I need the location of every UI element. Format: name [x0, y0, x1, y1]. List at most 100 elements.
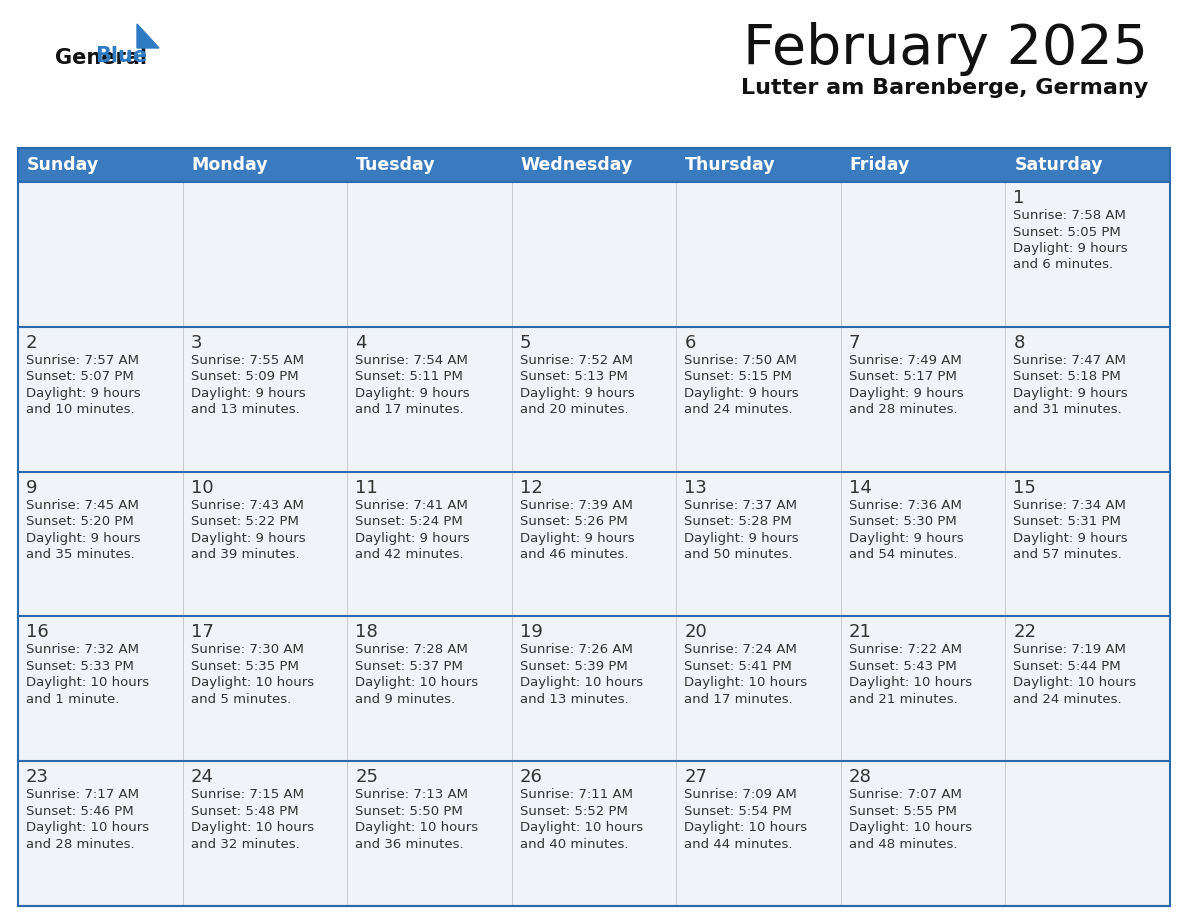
Text: Sunset: 5:50 PM: Sunset: 5:50 PM	[355, 805, 463, 818]
Text: Sunrise: 7:47 AM: Sunrise: 7:47 AM	[1013, 353, 1126, 367]
Text: Sunrise: 7:24 AM: Sunrise: 7:24 AM	[684, 644, 797, 656]
Text: Sunset: 5:35 PM: Sunset: 5:35 PM	[190, 660, 298, 673]
Text: 8: 8	[1013, 334, 1025, 352]
Text: Sunrise: 7:52 AM: Sunrise: 7:52 AM	[519, 353, 633, 367]
Bar	[183, 761, 347, 906]
Text: Sunset: 5:24 PM: Sunset: 5:24 PM	[355, 515, 463, 528]
Text: 9: 9	[26, 478, 38, 497]
Text: and 1 minute.: and 1 minute.	[26, 693, 119, 706]
Bar	[1005, 761, 1170, 906]
Bar	[1005, 472, 1170, 616]
Text: Daylight: 9 hours: Daylight: 9 hours	[849, 386, 963, 400]
Text: 15: 15	[1013, 478, 1036, 497]
Text: and 10 minutes.: and 10 minutes.	[26, 403, 134, 416]
Text: Monday: Monday	[191, 156, 268, 174]
Text: Sunrise: 7:37 AM: Sunrise: 7:37 AM	[684, 498, 797, 511]
Text: and 50 minutes.: and 50 minutes.	[684, 548, 792, 561]
Bar	[1005, 616, 1170, 761]
Text: Blue: Blue	[95, 46, 147, 66]
Text: 10: 10	[190, 478, 213, 497]
Text: 7: 7	[849, 334, 860, 352]
Text: Daylight: 9 hours: Daylight: 9 hours	[849, 532, 963, 544]
Text: Sunrise: 7:34 AM: Sunrise: 7:34 AM	[1013, 498, 1126, 511]
Text: Sunrise: 7:17 AM: Sunrise: 7:17 AM	[26, 789, 139, 801]
Text: Sunset: 5:55 PM: Sunset: 5:55 PM	[849, 805, 956, 818]
Text: 26: 26	[519, 768, 543, 786]
Text: Sunrise: 7:26 AM: Sunrise: 7:26 AM	[519, 644, 632, 656]
Text: and 32 minutes.: and 32 minutes.	[190, 838, 299, 851]
Text: Daylight: 9 hours: Daylight: 9 hours	[1013, 242, 1129, 255]
Bar	[183, 327, 347, 472]
Bar	[18, 327, 183, 472]
Text: and 57 minutes.: and 57 minutes.	[1013, 548, 1123, 561]
Text: and 24 minutes.: and 24 minutes.	[684, 403, 792, 416]
Bar	[512, 182, 676, 327]
Bar	[676, 616, 841, 761]
Bar	[676, 761, 841, 906]
Text: Sunrise: 7:32 AM: Sunrise: 7:32 AM	[26, 644, 139, 656]
Bar	[512, 761, 676, 906]
Text: Sunset: 5:33 PM: Sunset: 5:33 PM	[26, 660, 134, 673]
Bar	[676, 327, 841, 472]
Text: Sunset: 5:05 PM: Sunset: 5:05 PM	[1013, 226, 1121, 239]
Text: Sunset: 5:43 PM: Sunset: 5:43 PM	[849, 660, 956, 673]
Bar	[18, 148, 1170, 906]
Bar	[347, 761, 512, 906]
Text: and 31 minutes.: and 31 minutes.	[1013, 403, 1123, 416]
Text: and 42 minutes.: and 42 minutes.	[355, 548, 463, 561]
Text: and 13 minutes.: and 13 minutes.	[190, 403, 299, 416]
Bar	[347, 616, 512, 761]
Text: Sunrise: 7:49 AM: Sunrise: 7:49 AM	[849, 353, 961, 367]
Text: Sunrise: 7:36 AM: Sunrise: 7:36 AM	[849, 498, 962, 511]
Text: Sunset: 5:52 PM: Sunset: 5:52 PM	[519, 805, 627, 818]
Text: Sunrise: 7:50 AM: Sunrise: 7:50 AM	[684, 353, 797, 367]
Bar	[841, 761, 1005, 906]
Text: Sunrise: 7:43 AM: Sunrise: 7:43 AM	[190, 498, 303, 511]
Text: Daylight: 10 hours: Daylight: 10 hours	[26, 822, 150, 834]
Text: 20: 20	[684, 623, 707, 642]
Text: and 54 minutes.: and 54 minutes.	[849, 548, 958, 561]
Text: Sunrise: 7:41 AM: Sunrise: 7:41 AM	[355, 498, 468, 511]
Text: Daylight: 10 hours: Daylight: 10 hours	[849, 822, 972, 834]
Text: Daylight: 9 hours: Daylight: 9 hours	[519, 386, 634, 400]
Text: Daylight: 10 hours: Daylight: 10 hours	[849, 677, 972, 689]
Bar	[183, 472, 347, 616]
Text: 11: 11	[355, 478, 378, 497]
Text: and 44 minutes.: and 44 minutes.	[684, 838, 792, 851]
Text: and 35 minutes.: and 35 minutes.	[26, 548, 134, 561]
Text: Daylight: 10 hours: Daylight: 10 hours	[190, 677, 314, 689]
Text: Sunset: 5:46 PM: Sunset: 5:46 PM	[26, 805, 133, 818]
Text: Sunset: 5:48 PM: Sunset: 5:48 PM	[190, 805, 298, 818]
Text: Sunset: 5:54 PM: Sunset: 5:54 PM	[684, 805, 792, 818]
Text: Sunrise: 7:55 AM: Sunrise: 7:55 AM	[190, 353, 304, 367]
Bar	[1005, 182, 1170, 327]
Text: Sunset: 5:31 PM: Sunset: 5:31 PM	[1013, 515, 1121, 528]
Text: Sunset: 5:28 PM: Sunset: 5:28 PM	[684, 515, 792, 528]
Bar	[18, 616, 183, 761]
Text: Daylight: 10 hours: Daylight: 10 hours	[26, 677, 150, 689]
Text: Sunrise: 7:15 AM: Sunrise: 7:15 AM	[190, 789, 304, 801]
Text: Sunday: Sunday	[27, 156, 100, 174]
Text: Sunrise: 7:28 AM: Sunrise: 7:28 AM	[355, 644, 468, 656]
Text: Sunset: 5:09 PM: Sunset: 5:09 PM	[190, 370, 298, 384]
Text: Daylight: 10 hours: Daylight: 10 hours	[190, 822, 314, 834]
Bar	[347, 472, 512, 616]
Text: Wednesday: Wednesday	[520, 156, 633, 174]
Text: Daylight: 9 hours: Daylight: 9 hours	[519, 532, 634, 544]
Text: General: General	[55, 48, 147, 68]
Text: and 17 minutes.: and 17 minutes.	[355, 403, 463, 416]
Text: Sunrise: 7:09 AM: Sunrise: 7:09 AM	[684, 789, 797, 801]
Text: Sunset: 5:22 PM: Sunset: 5:22 PM	[190, 515, 298, 528]
Bar	[676, 182, 841, 327]
Text: and 17 minutes.: and 17 minutes.	[684, 693, 794, 706]
Bar	[512, 327, 676, 472]
Text: Sunrise: 7:07 AM: Sunrise: 7:07 AM	[849, 789, 962, 801]
Text: and 36 minutes.: and 36 minutes.	[355, 838, 463, 851]
Text: Sunset: 5:17 PM: Sunset: 5:17 PM	[849, 370, 956, 384]
Text: Daylight: 9 hours: Daylight: 9 hours	[190, 386, 305, 400]
Text: 3: 3	[190, 334, 202, 352]
Text: Daylight: 9 hours: Daylight: 9 hours	[684, 386, 798, 400]
Text: Daylight: 9 hours: Daylight: 9 hours	[26, 386, 140, 400]
Text: 18: 18	[355, 623, 378, 642]
Text: Sunset: 5:18 PM: Sunset: 5:18 PM	[1013, 370, 1121, 384]
